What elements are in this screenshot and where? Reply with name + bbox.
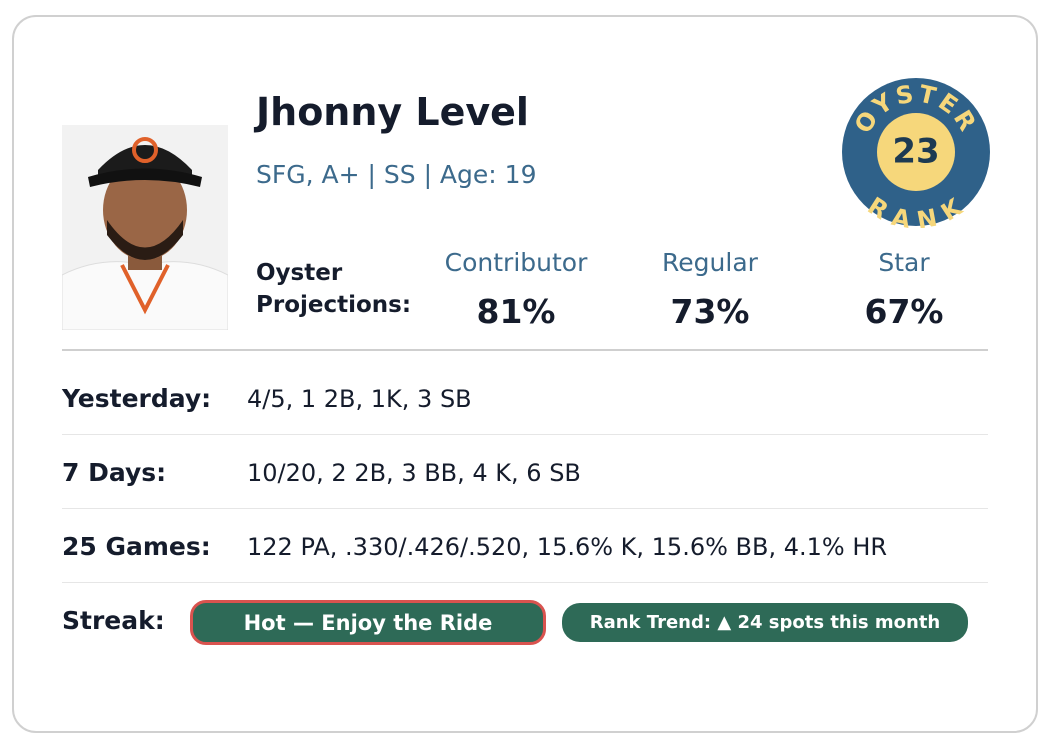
projections-label-line: Projections: xyxy=(256,292,412,318)
player-meta: SFG, A+ | SS | Age: 19 xyxy=(256,160,537,189)
projections-label: Oyster Projections: xyxy=(256,257,411,321)
jersey xyxy=(62,261,228,330)
streak-label: Streak: xyxy=(62,606,165,635)
projection-label: Contributor xyxy=(444,248,588,277)
cap-brim xyxy=(88,168,202,187)
projection-label: Star xyxy=(878,248,930,277)
projection-value: 67% xyxy=(864,292,944,331)
stat-value: 122 PA, .330/.426/.520, 15.6% K, 15.6% B… xyxy=(247,533,888,561)
stat-label: Yesterday: xyxy=(62,384,212,413)
beard xyxy=(107,220,183,260)
face xyxy=(103,160,187,260)
rank-trend: Rank Trend: ▲ 24 spots this month xyxy=(562,603,968,642)
projection-label: Regular xyxy=(662,248,758,277)
collar xyxy=(120,264,170,315)
row-separator xyxy=(62,508,988,509)
stat-value: 10/20, 2 2B, 3 BB, 4 K, 6 SB xyxy=(247,459,581,487)
player-card xyxy=(12,15,1038,733)
row-separator xyxy=(62,582,988,583)
rank-badge: OYSTER RANK 23 xyxy=(842,78,990,228)
projection-value: 81% xyxy=(476,292,556,331)
badge-number: 23 xyxy=(892,132,939,172)
stat-label: 7 Days: xyxy=(62,458,167,487)
player-name: Jhonny Level xyxy=(256,90,529,134)
row-separator xyxy=(62,434,988,435)
divider xyxy=(62,349,988,351)
streak-status: Hot — Enjoy the Ride xyxy=(190,600,546,645)
projections-label-line: Oyster xyxy=(256,260,343,286)
player-photo xyxy=(62,125,228,330)
stat-value: 4/5, 1 2B, 1K, 3 SB xyxy=(247,385,472,413)
cap-logo xyxy=(132,137,158,163)
badge-inner xyxy=(877,113,955,191)
projection-value: 73% xyxy=(670,292,750,331)
stat-label: 25 Games: xyxy=(62,532,211,561)
